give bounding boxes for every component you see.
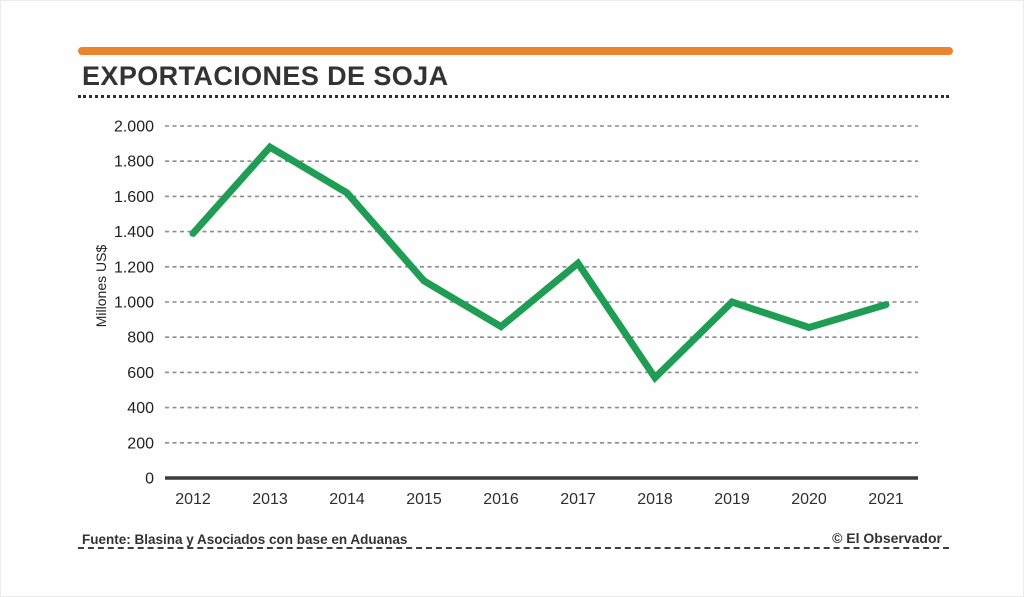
y-tick-label: 200 <box>127 435 154 452</box>
line-chart: 2.000 1.800 1.600 1.400 1.200 1.000 800 600 400 2… <box>114 119 918 508</box>
x-tick-label: 2012 <box>175 491 211 508</box>
title-dotted-divider <box>78 95 949 98</box>
y-tick-label: 800 <box>127 330 154 347</box>
x-tick-label: 2018 <box>637 491 673 508</box>
x-tick-label: 2013 <box>252 491 288 508</box>
x-tick-label: 2019 <box>714 491 750 508</box>
x-tick-label: 2014 <box>329 491 365 508</box>
copyright-credit: © El Observador <box>832 530 942 546</box>
accent-bar <box>78 47 953 55</box>
y-tick-label: 1.800 <box>114 154 154 171</box>
source-note: Fuente: Blasina y Asociados con base en … <box>82 532 408 547</box>
y-tick-label: 600 <box>127 365 154 382</box>
x-tick-label: 2020 <box>791 491 827 508</box>
x-tick-label: 2021 <box>868 491 904 508</box>
y-tick-label: 400 <box>127 400 154 417</box>
y-tick-label: 1.600 <box>114 189 154 206</box>
x-tick-label: 2015 <box>406 491 442 508</box>
y-tick-label: 1.200 <box>114 259 154 276</box>
data-polyline <box>189 142 890 384</box>
y-tick-label: 2.000 <box>114 119 154 136</box>
y-tick-label: 0 <box>145 471 154 488</box>
y-tick-label: 1.400 <box>114 224 154 241</box>
y-tick-label: 1.000 <box>114 295 154 312</box>
x-tick-label: 2017 <box>560 491 596 508</box>
x-tick-label: 2016 <box>483 491 519 508</box>
chart-title: EXPORTACIONES DE SOJA <box>82 61 449 91</box>
footer-dashed-divider <box>78 547 949 549</box>
